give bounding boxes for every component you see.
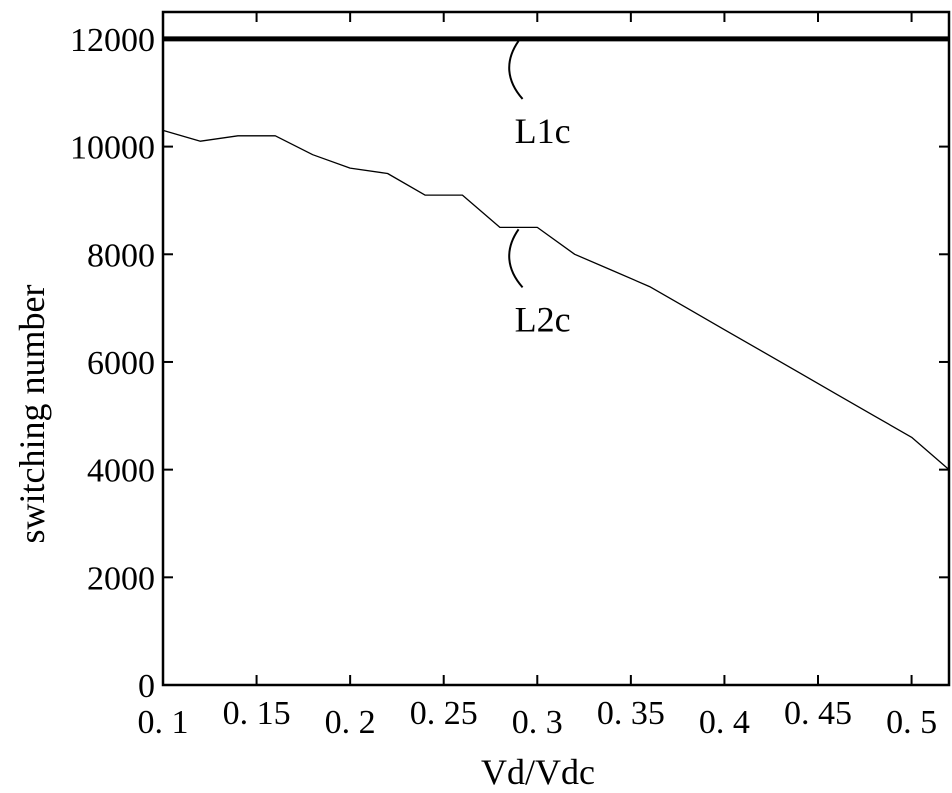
x-tick-label: 0. 35: [597, 695, 665, 732]
annotation-leader-l2c: [509, 229, 522, 287]
annotation-label-l1c: L1c: [515, 111, 571, 151]
x-tick-label: 0. 25: [410, 695, 478, 732]
x-tick-label: 0. 45: [784, 695, 852, 732]
x-axis-label: Vd/Vdc: [481, 752, 595, 792]
x-tick-label: 0. 3: [512, 704, 563, 741]
y-tick-labels: 0 2000 4000 6000 8000 10000 12000: [70, 22, 155, 705]
y-tick-label: 0: [138, 668, 155, 705]
annotation-layer: L1c L2c: [509, 41, 570, 339]
y-tick-label: 10000: [70, 130, 155, 167]
x-tick-label: 0. 4: [699, 704, 750, 741]
annotation-leader-l1c: [509, 41, 522, 99]
x-tick-label: 0. 2: [325, 704, 376, 741]
y-tick-label: 12000: [70, 22, 155, 59]
annotation-label-l2c: L2c: [515, 299, 571, 339]
series-layer: [163, 39, 949, 470]
x-tick-label: 0. 1: [138, 704, 189, 741]
y-tick-label: 8000: [87, 237, 155, 274]
y-tick-label: 6000: [87, 345, 155, 382]
y-tick-label: 4000: [87, 453, 155, 490]
y-axis-label: switching number: [12, 285, 52, 544]
x-tick-label: 0. 5: [886, 704, 937, 741]
y-tick-label: 2000: [87, 560, 155, 597]
x-tick-label: 0. 15: [223, 695, 291, 732]
x-tick-labels: 0. 1 0. 15 0. 2 0. 25 0. 3 0. 35 0. 4 0. 45 0. 5: [138, 695, 938, 741]
